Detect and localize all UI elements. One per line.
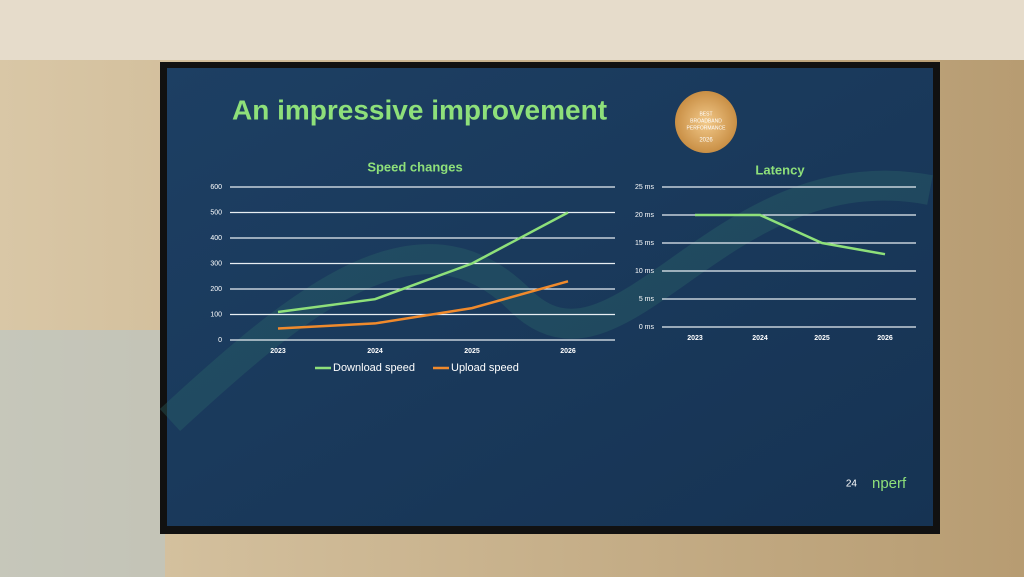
series-line [277,280,569,330]
x-tick-label: 2026 [560,348,576,355]
y-tick-label: 5 ms [639,296,655,303]
x-tick-label: 2024 [367,348,383,355]
y-tick-label: 200 [210,286,222,293]
badge-text: PERFORMANCE [687,125,727,131]
legend-label: Download speed [333,362,415,374]
y-tick-label: 0 [218,337,222,344]
x-tick-label: 2024 [752,335,768,342]
y-tick-label: 0 ms [639,324,655,331]
chart-title: Latency [755,162,805,177]
y-tick-label: 25 ms [635,184,655,191]
x-tick-label: 2025 [464,348,480,355]
ceiling [0,0,1024,60]
x-tick-label: 2026 [877,335,893,342]
y-tick-label: 15 ms [635,240,655,247]
legend-label: Upload speed [451,362,519,374]
badge-text: BROADBAND [690,118,722,124]
y-tick-label: 100 [210,311,222,318]
y-tick-label: 10 ms [635,268,655,275]
badge-text: BEST [699,111,712,117]
y-tick-label: 500 [210,209,222,216]
badge-year: 2026 [699,138,713,144]
y-tick-label: 20 ms [635,212,655,219]
x-tick-label: 2023 [687,335,703,342]
slide-title: An impressive improvement [232,94,607,125]
y-tick-label: 300 [210,260,222,267]
series-line [277,211,569,314]
chart-title: Speed changes [367,159,462,174]
logo: nperf [872,475,907,492]
y-tick-label: 600 [210,184,222,191]
x-tick-label: 2025 [814,335,830,342]
slide [167,68,933,526]
series-line [695,213,886,256]
x-tick-label: 2023 [270,348,286,355]
page-number: 24 [846,479,858,490]
badge [675,91,737,153]
y-tick-label: 400 [210,235,222,242]
mural [0,330,165,577]
